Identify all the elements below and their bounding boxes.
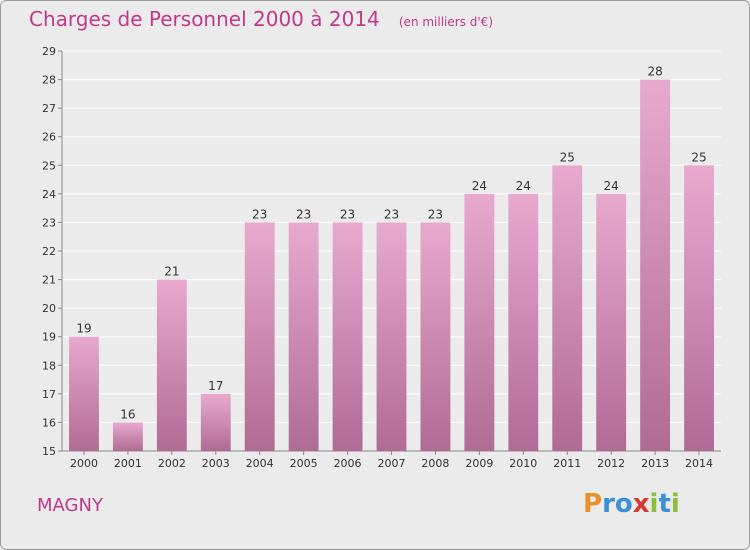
y-tick-label: 19 xyxy=(42,331,56,344)
y-tick-label: 24 xyxy=(42,188,56,201)
y-tick-label: 22 xyxy=(42,245,56,258)
bar-2003 xyxy=(200,393,231,451)
x-tick-label: 2005 xyxy=(290,457,318,470)
bar-2011 xyxy=(552,165,583,452)
y-tick-label: 26 xyxy=(42,131,56,144)
bar-2002 xyxy=(156,279,187,451)
bar-2007 xyxy=(376,222,407,451)
y-tick-label: 27 xyxy=(42,102,56,115)
y-tick-label: 16 xyxy=(42,416,56,429)
bar-value-label: 25 xyxy=(691,150,706,164)
logo-letter: t xyxy=(658,489,671,519)
bar-value-label: 24 xyxy=(472,179,487,193)
x-tick-label: 2003 xyxy=(202,457,230,470)
logo-letter: x xyxy=(632,489,650,519)
bar-2013 xyxy=(640,79,671,452)
bar-value-label: 24 xyxy=(604,179,619,193)
bar-2004 xyxy=(244,222,275,451)
y-tick-label: 15 xyxy=(42,445,56,458)
bar-2009 xyxy=(464,193,495,451)
x-tick-label: 2007 xyxy=(378,457,406,470)
title-block: Charges de Personnel 2000 à 2014 (en mil… xyxy=(29,7,493,31)
bar-2001 xyxy=(112,422,143,451)
x-tick-label: 2010 xyxy=(509,457,537,470)
y-tick-label: 23 xyxy=(42,216,56,229)
bar-2012 xyxy=(596,193,627,451)
bar-value-label: 28 xyxy=(647,65,662,79)
bar-2000 xyxy=(69,336,99,451)
x-tick-label: 2006 xyxy=(334,457,362,470)
x-tick-label: 2008 xyxy=(421,457,449,470)
x-tick-label: 2011 xyxy=(553,457,581,470)
y-tick-label: 18 xyxy=(42,359,56,372)
chart-title: Charges de Personnel 2000 à 2014 xyxy=(29,7,380,31)
bar-value-label: 24 xyxy=(516,179,531,193)
bar-2014 xyxy=(684,165,714,452)
bar-value-label: 19 xyxy=(76,322,91,336)
x-tick-label: 2009 xyxy=(465,457,493,470)
bar-2010 xyxy=(508,193,539,451)
x-tick-label: 2012 xyxy=(597,457,625,470)
bar-value-label: 25 xyxy=(560,150,575,164)
bar-2005 xyxy=(288,222,319,451)
bar-value-label: 23 xyxy=(384,207,399,221)
bar-2008 xyxy=(420,222,451,451)
logo-letter: i xyxy=(649,489,659,519)
proxiti-logo[interactable]: Proxiti xyxy=(583,489,680,519)
y-tick-label: 21 xyxy=(42,274,56,287)
bar-value-label: 23 xyxy=(252,207,267,221)
logo-letter: P xyxy=(583,489,603,519)
bar-value-label: 23 xyxy=(296,207,311,221)
x-tick-label: 2004 xyxy=(246,457,274,470)
bar-value-label: 16 xyxy=(120,407,135,421)
y-tick-label: 20 xyxy=(42,302,56,315)
chart-subtitle: (en milliers d'€) xyxy=(398,15,493,29)
y-tick-label: 17 xyxy=(42,388,56,401)
commune-name: MAGNY xyxy=(37,495,103,516)
bar-2006 xyxy=(332,222,363,451)
x-tick-label: 2014 xyxy=(685,457,713,470)
bar-value-label: 17 xyxy=(208,379,223,393)
x-tick-label: 2001 xyxy=(114,457,142,470)
logo-letter: i xyxy=(670,489,680,519)
logo-letter: r xyxy=(602,489,615,519)
bar-value-label: 23 xyxy=(428,207,443,221)
y-tick-label: 29 xyxy=(42,45,56,58)
bar-value-label: 21 xyxy=(164,265,179,279)
logo-letter: o xyxy=(614,489,633,519)
x-tick-label: 2013 xyxy=(641,457,669,470)
x-tick-label: 2000 xyxy=(70,457,98,470)
x-tick-label: 2002 xyxy=(158,457,186,470)
y-tick-label: 25 xyxy=(42,159,56,172)
y-tick-label: 28 xyxy=(42,74,56,87)
bar-value-label: 23 xyxy=(340,207,355,221)
